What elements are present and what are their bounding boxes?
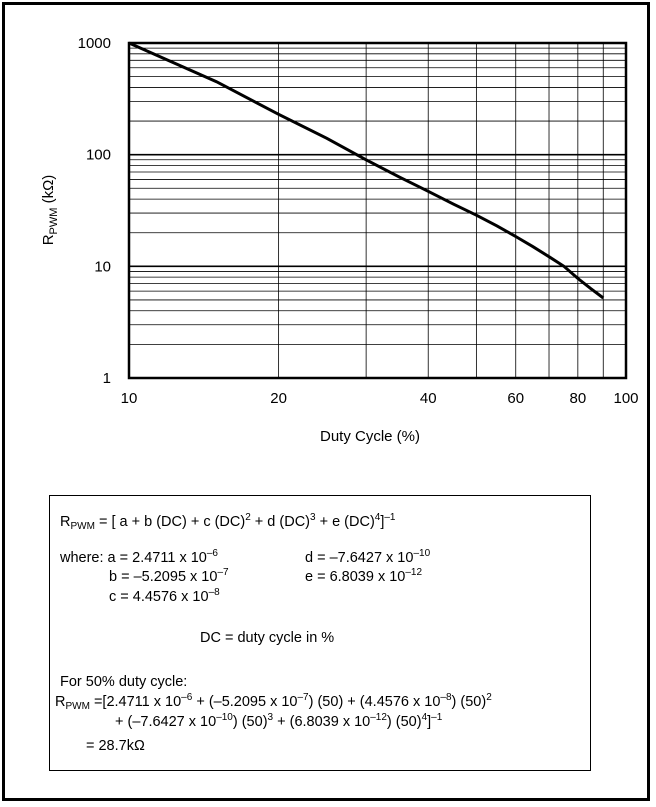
x-tick-labels: 10 20 40 60 80 100	[121, 390, 639, 407]
coef-a: where: a = 2.4711 x 10–6	[60, 548, 218, 566]
y-tick-label: 1	[103, 370, 111, 387]
formula-box: RPWM = [ a + b (DC) + c (DC)2 + d (DC)3 …	[49, 495, 591, 771]
coef-c: c = 4.4576 x 10–8	[109, 587, 220, 605]
example-result: = 28.7kΩ	[86, 738, 145, 754]
coef-b: b = –5.2095 x 10–7	[109, 567, 229, 585]
example-line-2: + (–7.6427 x 10–10) (50)3 + (6.8039 x 10…	[115, 712, 443, 730]
x-tick-label: 100	[613, 390, 638, 407]
y-tick-labels: 1 10 100 1000	[78, 35, 111, 387]
example-heading: For 50% duty cycle:	[60, 674, 188, 690]
figure-frame	[2, 2, 650, 801]
x-tick-label: 80	[569, 390, 586, 407]
plot-area	[127, 41, 628, 380]
x-tick-label: 20	[270, 390, 287, 407]
series-line	[128, 41, 605, 300]
dc-definition: DC = duty cycle in %	[200, 630, 335, 646]
y-tick-label: 1000	[78, 35, 111, 52]
y-axis-title: RPWM (kΩ)	[40, 175, 60, 246]
y-tick-label: 100	[86, 147, 111, 164]
y-tick-label: 10	[94, 258, 111, 275]
chart-grid	[129, 43, 626, 378]
x-tick-label: 60	[507, 390, 524, 407]
x-tick-label: 40	[420, 390, 437, 407]
x-tick-label: 10	[121, 390, 138, 407]
coef-e: e = 6.8039 x 10–12	[305, 567, 423, 585]
example-line-1: RPWM =[2.4711 x 10–6 + (–5.2095 x 10–7) …	[55, 692, 492, 712]
formula-main: RPWM = [ a + b (DC) + c (DC)2 + d (DC)3 …	[60, 512, 396, 532]
coef-d: d = –7.6427 x 10–10	[305, 548, 431, 566]
x-axis-title: Duty Cycle (%)	[320, 428, 420, 445]
